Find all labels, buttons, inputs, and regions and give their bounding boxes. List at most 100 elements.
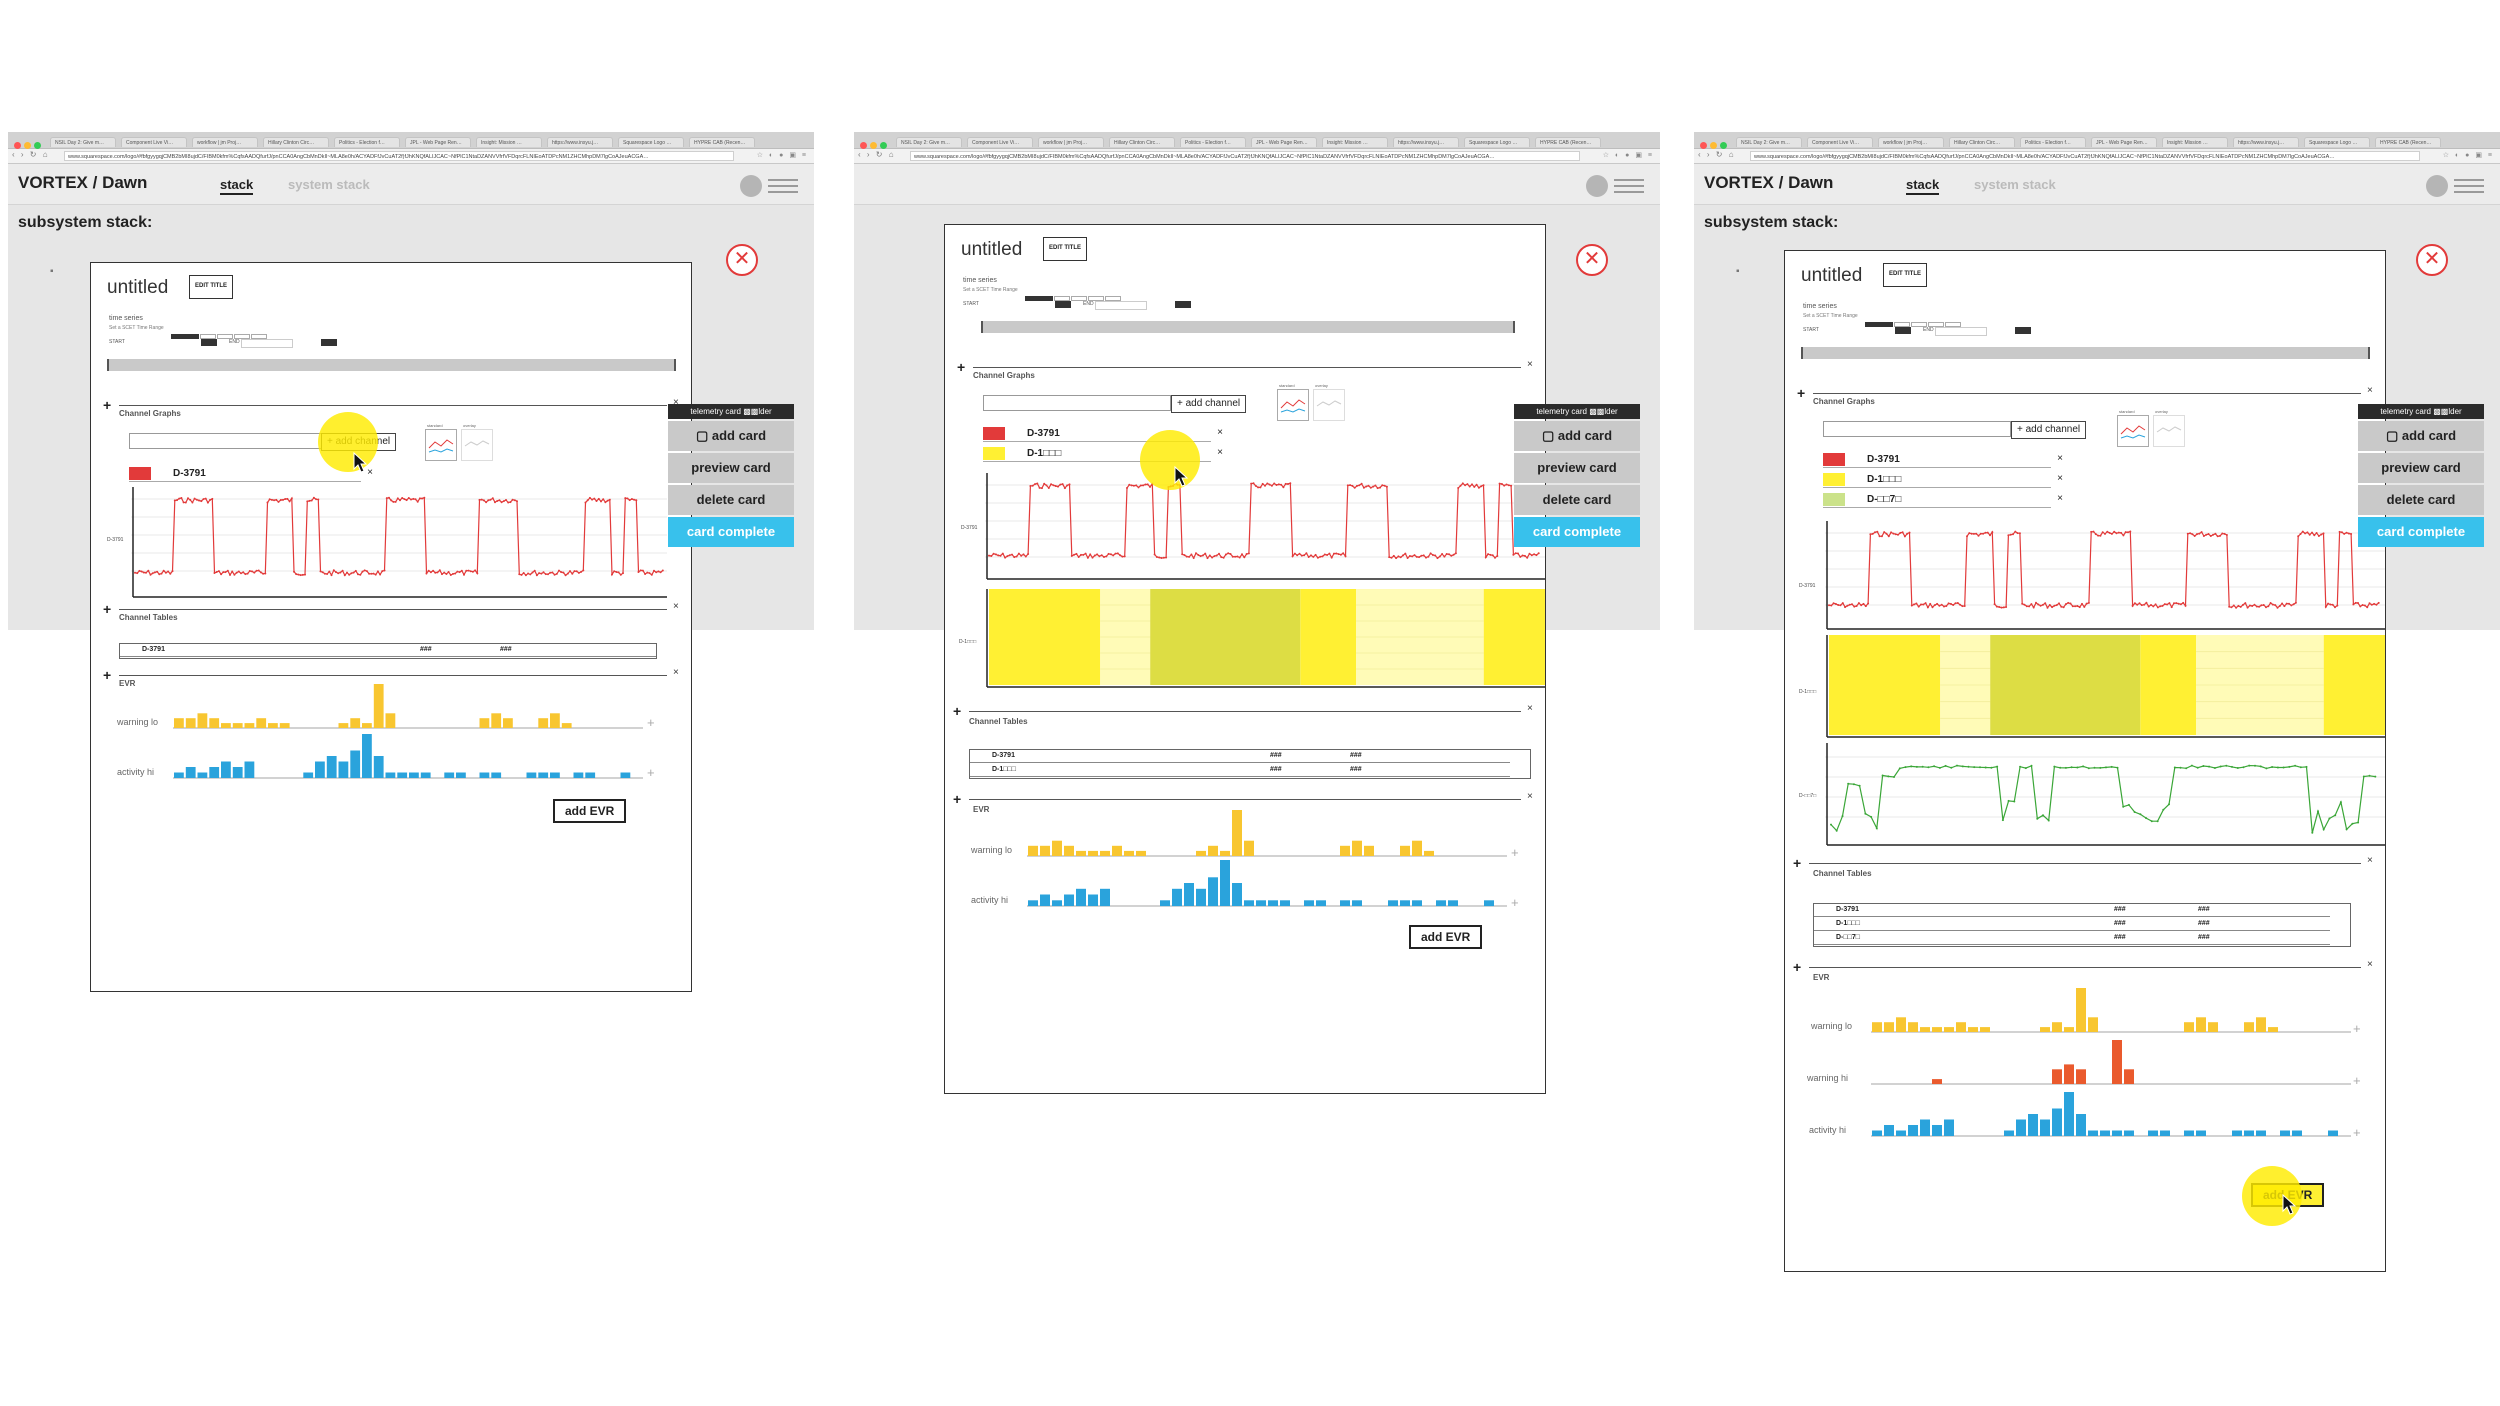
- evr-bar[interactable]: [2004, 1130, 2014, 1137]
- browser-tab[interactable]: Squarespace Logo …: [2304, 137, 2370, 147]
- delete-card-button[interactable]: delete card: [1514, 485, 1640, 515]
- evr-bar[interactable]: [2268, 1027, 2278, 1032]
- expand-channel-tables-icon[interactable]: +: [953, 703, 962, 719]
- channel-color-swatch[interactable]: [1823, 493, 1845, 506]
- evr-bar[interactable]: [1268, 900, 1278, 907]
- evr-bar[interactable]: [1172, 888, 1182, 907]
- channel-color-swatch[interactable]: [983, 447, 1005, 460]
- evr-bar[interactable]: [1388, 900, 1398, 907]
- evr-bar[interactable]: [2028, 1114, 2038, 1136]
- evr-bar[interactable]: [2112, 1040, 2122, 1084]
- evr-bar[interactable]: [244, 761, 255, 779]
- evr-bar[interactable]: [1136, 850, 1146, 856]
- standard-graph-thumb[interactable]: [2117, 415, 2149, 447]
- close-icon[interactable]: ✕: [726, 244, 758, 276]
- evr-bar[interactable]: [1872, 1022, 1882, 1032]
- evr-bar[interactable]: [2076, 988, 2086, 1032]
- evr-bar[interactable]: [479, 718, 490, 728]
- overlay-graph-thumb[interactable]: [1313, 389, 1345, 421]
- evr-bar[interactable]: [1932, 1079, 1942, 1084]
- evr-bar[interactable]: [1184, 883, 1194, 906]
- evr-bar[interactable]: [373, 756, 384, 778]
- browser-tab[interactable]: https://www.insyu.j…: [2233, 137, 2299, 147]
- browser-tab[interactable]: Insight: Mission …: [476, 137, 542, 147]
- evr-bar[interactable]: [197, 713, 208, 728]
- evr-bar[interactable]: [1908, 1125, 1918, 1136]
- hamburger-menu-icon[interactable]: [2454, 179, 2484, 197]
- evr-bar[interactable]: [526, 772, 537, 779]
- evr-bar[interactable]: [1028, 900, 1038, 907]
- evr-bar[interactable]: [1448, 900, 1458, 907]
- evr-bar[interactable]: [1944, 1027, 1954, 1032]
- browser-tab[interactable]: Squarespace Logo …: [618, 137, 684, 147]
- evr-bar[interactable]: [174, 718, 184, 728]
- evr-bar[interactable]: [338, 723, 349, 728]
- evr-bar[interactable]: [2256, 1130, 2266, 1137]
- expand-evr-icon[interactable]: +: [1793, 959, 1802, 975]
- close-icon[interactable]: ✕: [2416, 244, 2448, 276]
- evr-bar[interactable]: [409, 772, 419, 779]
- evr-bar[interactable]: [2184, 1130, 2194, 1137]
- evr-bar[interactable]: [1208, 877, 1218, 907]
- browser-tab[interactable]: NSIL Day 2: Give m…: [50, 137, 116, 147]
- browser-tab[interactable]: https://www.insyu.j…: [1393, 137, 1459, 147]
- avatar[interactable]: [740, 175, 762, 197]
- evr-bar[interactable]: [1112, 845, 1122, 856]
- channel-color-swatch[interactable]: [983, 427, 1005, 440]
- close-section-icon[interactable]: ×: [673, 397, 679, 408]
- evr-bar[interactable]: [2184, 1022, 2194, 1032]
- standard-graph-thumb[interactable]: [1277, 389, 1309, 421]
- end-field[interactable]: [1935, 327, 1987, 336]
- hamburger-menu-icon[interactable]: [1614, 179, 1644, 197]
- browser-tab[interactable]: JPL - Web Page Ren…: [405, 137, 471, 147]
- evr-bar[interactable]: [1400, 900, 1410, 907]
- evr-bar[interactable]: [1484, 900, 1494, 907]
- evr-bar[interactable]: [1100, 888, 1110, 907]
- evr-bar[interactable]: [1244, 900, 1254, 907]
- evr-bar[interactable]: [1232, 883, 1242, 906]
- evr-bar[interactable]: [362, 723, 372, 728]
- evr-bar[interactable]: [1932, 1027, 1942, 1032]
- evr-bar[interactable]: [2292, 1130, 2302, 1137]
- add-evr-row-icon[interactable]: +: [1511, 895, 1519, 910]
- evr-bar[interactable]: [2100, 1130, 2110, 1137]
- evr-bar[interactable]: [1908, 1022, 1918, 1032]
- channel-color-swatch[interactable]: [1823, 473, 1845, 486]
- evr-bar[interactable]: [397, 772, 408, 779]
- close-section-icon[interactable]: ×: [1527, 703, 1533, 714]
- evr-bar[interactable]: [2088, 1017, 2098, 1032]
- evr-bar[interactable]: [1064, 845, 1074, 856]
- evr-bar[interactable]: [1088, 894, 1098, 907]
- browser-tab[interactable]: HYPRE CAB (Recen…: [1535, 137, 1601, 147]
- evr-bar[interactable]: [1968, 1027, 1978, 1032]
- browser-tab[interactable]: workflow | jm Proj…: [192, 137, 258, 147]
- evr-bar[interactable]: [185, 767, 196, 778]
- evr-bar[interactable]: [1208, 845, 1218, 856]
- close-section-icon[interactable]: ×: [1527, 359, 1533, 370]
- remove-channel-icon[interactable]: ×: [1217, 447, 1223, 458]
- evr-bar[interactable]: [385, 772, 396, 779]
- end-handle[interactable]: [2015, 327, 2031, 334]
- add-evr-row-icon[interactable]: +: [2353, 1021, 2361, 1036]
- browser-tab[interactable]: NSIL Day 2: Give m…: [896, 137, 962, 147]
- evr-bar[interactable]: [232, 767, 243, 778]
- time-range-selector[interactable]: [1865, 314, 1962, 327]
- browser-tab[interactable]: Politics - Election f…: [334, 137, 400, 147]
- browser-tab[interactable]: Hillary Clinton Circ…: [1949, 137, 2015, 147]
- add-evr-row-icon[interactable]: +: [1511, 845, 1519, 860]
- evr-bar[interactable]: [550, 772, 560, 779]
- evr-bar[interactable]: [350, 718, 361, 728]
- add-evr-row-icon[interactable]: +: [647, 715, 655, 730]
- add-channel-button[interactable]: + add channel: [1171, 395, 1247, 413]
- evr-bar[interactable]: [1052, 840, 1062, 856]
- browser-tab[interactable]: Component Live Vi…: [1807, 137, 1873, 147]
- add-card-button[interactable]: ▢ add card: [1514, 421, 1640, 451]
- url-input[interactable]: www.squarespace.com/logo/#fbfgyygqjCMB2b…: [1750, 151, 2420, 161]
- browser-tab[interactable]: JPL - Web Page Ren…: [2091, 137, 2157, 147]
- nav-arrows-icon[interactable]: ‹ › ↻ ⌂: [12, 150, 50, 159]
- evr-bar[interactable]: [209, 718, 220, 728]
- evr-bar[interactable]: [2196, 1017, 2206, 1032]
- evr-bar[interactable]: [538, 718, 549, 728]
- evr-bar[interactable]: [2064, 1064, 2074, 1084]
- evr-bar[interactable]: [1436, 900, 1446, 907]
